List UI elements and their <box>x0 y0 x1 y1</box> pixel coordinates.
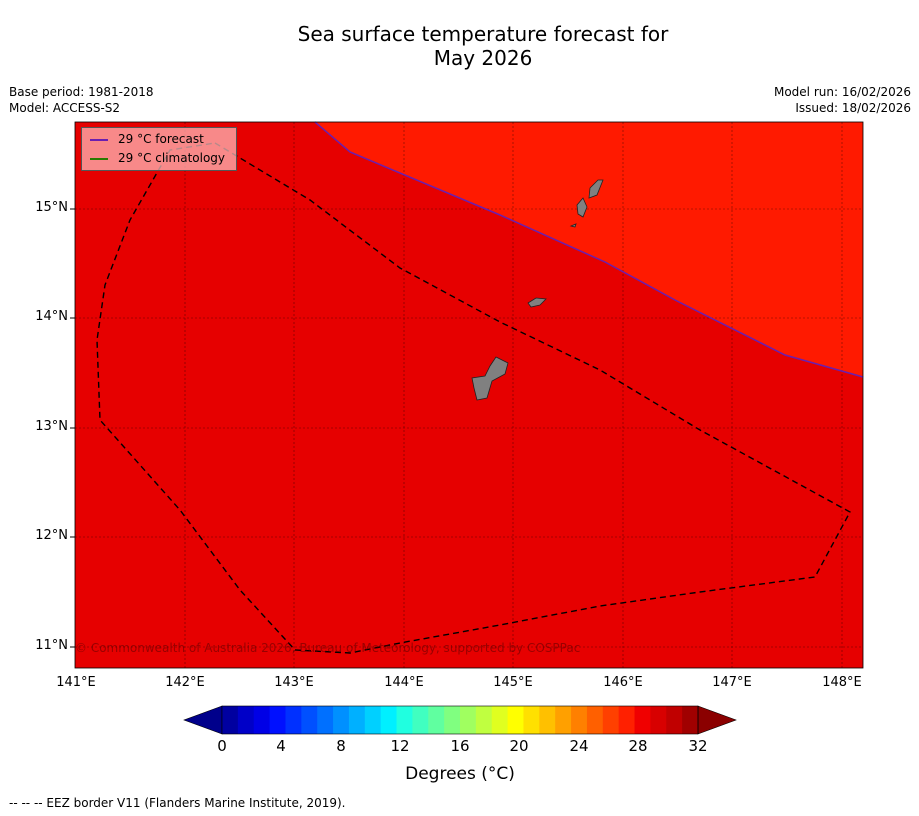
lat-label-13: 13°N <box>35 419 68 434</box>
colorbar-label: Degrees (°C) <box>405 764 515 784</box>
legend-forecast-label: 29 °C forecast <box>118 132 204 146</box>
colorbar-bin <box>380 706 398 734</box>
eez-border <box>96 142 851 654</box>
colorbar-tick-0: 0 <box>217 737 227 755</box>
lat-label-14: 14°N <box>35 309 68 324</box>
lon-label-142: 142°E <box>165 675 205 690</box>
colorbar-bin <box>364 706 382 734</box>
colorbar-bin <box>412 706 429 734</box>
colorbar-bin <box>348 706 366 734</box>
title-line-1: Sea surface temperature forecast for <box>297 22 669 46</box>
colorbar-tick-4: 4 <box>276 737 286 755</box>
sst-region-hot <box>315 122 863 377</box>
forecast-contour <box>314 121 864 378</box>
colorbar-bin <box>396 706 413 734</box>
colorbar-bin <box>618 706 636 734</box>
lon-label-145: 145°E <box>493 675 533 690</box>
legend-climatology-label: 29 °C climatology <box>118 151 226 165</box>
colorbar-tick-28: 28 <box>628 737 648 755</box>
colorbar-bin <box>317 706 334 734</box>
colorbar-bin <box>237 706 255 734</box>
lat-label-12: 12°N <box>35 528 68 543</box>
island-guam <box>471 356 509 401</box>
colorbar-tick-16: 16 <box>450 737 470 755</box>
colorbar-bin <box>650 706 667 734</box>
colorbar-bin <box>301 706 318 734</box>
island-tinian <box>576 197 588 218</box>
colorbar-tick-24: 24 <box>569 737 589 755</box>
colorbar-tick-8: 8 <box>336 737 346 755</box>
lat-label-15: 15°N <box>35 200 68 215</box>
legend-forecast-swatch <box>90 138 108 141</box>
island-rota <box>527 297 547 308</box>
model-run-text: Model run: 16/02/2026 <box>773 85 911 99</box>
colorbar-bin <box>555 706 572 734</box>
base-period-text: Base period: 1981-2018 <box>9 85 154 99</box>
colorbar-bin <box>682 706 699 734</box>
lon-label-141: 141°E <box>56 675 96 690</box>
colorbar-bin <box>523 706 540 734</box>
title-line-2: May 2026 <box>433 46 533 70</box>
colorbar-bin <box>222 706 239 734</box>
colorbar <box>183 705 737 735</box>
colorbar-bin <box>269 706 286 734</box>
contour-legend: 29 °C forecast 29 °C climatology <box>81 127 237 171</box>
lon-label-144: 144°E <box>384 675 424 690</box>
colorbar-bin <box>602 706 620 734</box>
colorbar-bin <box>475 706 493 734</box>
map-title: Sea surface temperature forecast for May… <box>183 22 783 70</box>
colorbar-bin <box>253 706 271 734</box>
gridlines <box>75 122 863 668</box>
colorbar-bin <box>571 706 588 734</box>
colorbar-bin <box>586 706 604 734</box>
colorbar-bin <box>491 706 509 734</box>
eez-footnote: -- -- -- EEZ border V11 (Flanders Marine… <box>9 796 346 810</box>
colorbar-tick-20: 20 <box>509 737 529 755</box>
colorbar-bin <box>634 706 651 734</box>
meta-left: Base period: 1981-2018 Model: ACCESS-S2 <box>9 84 154 116</box>
legend-row-climatology: 29 °C climatology <box>90 150 225 166</box>
map-frame <box>74 121 864 669</box>
colorbar-tick-12: 12 <box>390 737 410 755</box>
colorbar-bin <box>460 706 477 734</box>
legend-climatology-swatch <box>90 157 108 160</box>
lon-label-143: 143°E <box>274 675 314 690</box>
island-aguijan <box>569 223 577 228</box>
colorbar-bin <box>507 706 524 734</box>
island-saipan <box>588 179 604 199</box>
colorbar-bin <box>333 706 350 734</box>
legend-row-forecast: 29 °C forecast <box>90 131 204 147</box>
colorbar-bin <box>666 706 683 734</box>
colorbar-bin <box>539 706 556 734</box>
colorbar-bin <box>444 706 461 734</box>
colorbar-tick-32: 32 <box>688 737 708 755</box>
colorbar-bin <box>285 706 302 734</box>
colorbar-bin <box>428 706 445 734</box>
lon-label-148: 148°E <box>822 675 862 690</box>
model-text: Model: ACCESS-S2 <box>9 101 121 115</box>
islands <box>471 179 604 401</box>
lat-label-11: 11°N <box>35 638 68 653</box>
issued-text: Issued: 18/02/2026 <box>795 101 911 115</box>
meta-right: Model run: 16/02/2026 Issued: 18/02/2026 <box>774 84 911 116</box>
colorbar-frame <box>221 705 699 735</box>
lon-label-147: 147°E <box>712 675 752 690</box>
lat-ticks <box>70 208 75 648</box>
copyright-text: © Commonwealth of Australia 2026, Bureau… <box>75 641 581 655</box>
colorbar-over-arrow <box>697 705 737 735</box>
colorbar-under-arrow <box>183 705 223 735</box>
lon-label-146: 146°E <box>603 675 643 690</box>
